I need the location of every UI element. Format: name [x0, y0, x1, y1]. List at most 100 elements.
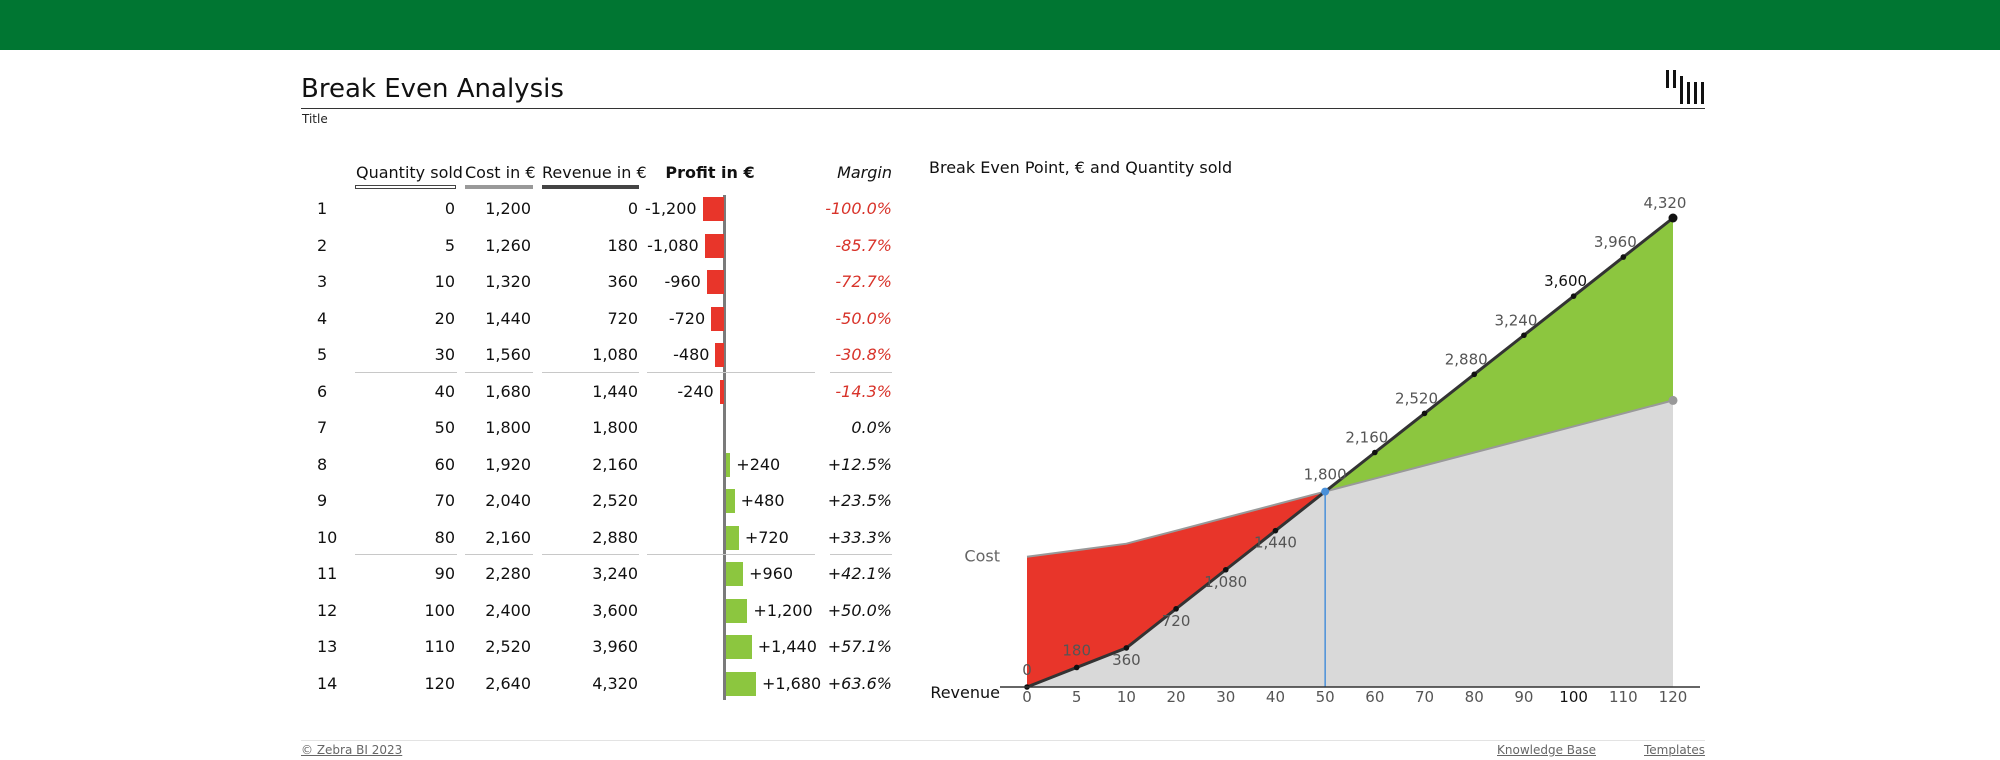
cell-cost: 2,280	[485, 564, 531, 583]
profit-zero-axis	[723, 195, 726, 700]
cell-revenue: 3,600	[592, 600, 638, 620]
cell-revenue: 180	[607, 235, 638, 255]
cost-line	[1026, 399, 1674, 558]
cell-profit-label: +1,680	[762, 673, 822, 693]
revenue-data-label: 3,960	[1594, 233, 1637, 251]
row-index: 14	[317, 673, 338, 693]
profit-bar	[715, 343, 724, 367]
cell-margin: +33.3%	[827, 527, 892, 547]
cell-quantity: 120	[424, 673, 455, 693]
x-tick-label: 0	[1022, 688, 1032, 706]
x-tick-label: 10	[1117, 688, 1136, 706]
cell-cost: 2,160	[485, 527, 531, 547]
break-even-chart: 0 180 360 720 1,080 1,440 1,800 2,160 2,520 2,880…	[930, 194, 1700, 706]
cell-quantity: 60	[434, 454, 455, 474]
cell-margin: +50.0%	[827, 600, 892, 620]
row-separator	[830, 372, 892, 373]
revenue-data-label: 360	[1112, 651, 1141, 669]
revenue-point	[1272, 527, 1279, 534]
revenue-data-label: 2,160	[1345, 429, 1388, 447]
x-tick-label: 70	[1415, 688, 1434, 706]
header-revenue-underline	[542, 185, 639, 189]
page-title: Break Even Analysis	[301, 74, 564, 104]
header-revenue: Revenue in €	[542, 163, 647, 182]
cell-revenue: 3,240	[592, 564, 638, 583]
page-subtitle: Title	[302, 112, 328, 126]
cell-quantity: 20	[434, 308, 455, 328]
break-even-table: Quantity sold Cost in € Revenue in € Pro…	[300, 155, 900, 715]
cell-revenue: 1,800	[592, 418, 638, 437]
revenue-data-label: 1,440	[1254, 534, 1297, 552]
profit-bar	[726, 489, 735, 513]
row-index: 3	[317, 272, 328, 291]
cell-cost: 2,040	[485, 491, 531, 510]
knowledge-base-link[interactable]: Knowledge Base	[1497, 743, 1596, 757]
cell-revenue: 3,960	[592, 637, 638, 656]
revenue-point	[1073, 664, 1080, 671]
revenue-data-label: 1,080	[1204, 573, 1247, 591]
cell-revenue: 1,440	[592, 381, 638, 401]
profit-bar	[706, 270, 724, 294]
cell-margin: 0.0%	[851, 418, 892, 437]
revenue-data-label: 720	[1162, 612, 1191, 630]
cell-quantity: 90	[434, 564, 455, 583]
row-separator	[542, 372, 639, 373]
row-index: 9	[317, 491, 328, 510]
cell-margin: +57.1%	[827, 637, 892, 656]
cell-cost: 1,560	[485, 345, 531, 364]
title-divider	[301, 108, 1705, 109]
revenue-point	[1123, 645, 1130, 651]
cell-cost: 1,440	[485, 308, 531, 328]
revenue-data-label: 2,520	[1395, 389, 1438, 407]
revenue-point	[1668, 213, 1678, 223]
zebra-logo-icon	[1666, 70, 1704, 104]
cost-series-label: Cost	[964, 547, 1000, 566]
cell-profit-label: +960	[749, 564, 794, 583]
row-index: 8	[317, 454, 328, 474]
cell-revenue: 0	[627, 199, 638, 218]
row-index: 10	[317, 527, 338, 547]
cell-revenue: 2,880	[592, 527, 638, 547]
x-tick-label: 80	[1465, 688, 1484, 706]
profit-bar	[726, 562, 744, 586]
copyright-link[interactable]: © Zebra BI 2023	[301, 743, 403, 757]
cell-cost: 2,400	[485, 600, 531, 620]
cell-profit-label: +480	[740, 491, 785, 510]
row-index: 12	[317, 600, 338, 620]
revenue-data-label: 1,800	[1304, 466, 1347, 484]
row-index: 1	[317, 199, 328, 218]
profit-bar	[704, 233, 724, 258]
revenue-point	[1222, 566, 1229, 573]
cell-margin: -30.8%	[835, 345, 892, 364]
templates-link[interactable]: Templates	[1644, 743, 1706, 757]
x-tick-label: 40	[1266, 688, 1285, 706]
cell-cost: 1,680	[485, 381, 531, 401]
header-margin: Margin	[837, 163, 892, 182]
break-even-point	[1321, 487, 1330, 496]
row-separator	[542, 554, 639, 555]
profit-bar	[702, 197, 724, 221]
x-tick-label: 30	[1216, 688, 1235, 706]
cell-quantity: 30	[434, 345, 455, 364]
cell-quantity: 5	[444, 235, 455, 255]
cell-quantity: 70	[434, 491, 455, 510]
header-cost: Cost in €	[465, 163, 536, 182]
cell-profit-label: -1,200	[644, 199, 697, 218]
x-tick-label: 100	[1559, 688, 1588, 706]
row-separator	[830, 554, 892, 555]
profit-bar	[719, 379, 724, 404]
header-bar	[0, 0, 2000, 50]
row-separator	[465, 372, 533, 373]
header-cost-underline	[465, 185, 533, 189]
cell-profit-label: -240	[677, 381, 714, 401]
row-separator	[355, 554, 457, 555]
cell-cost: 1,800	[485, 418, 531, 437]
revenue-point	[1421, 410, 1428, 417]
revenue-line	[1026, 216, 1674, 689]
row-index: 13	[317, 637, 338, 656]
cell-quantity: 0	[444, 199, 455, 218]
cell-margin: -72.7%	[835, 272, 892, 291]
cell-cost: 2,640	[485, 673, 531, 693]
cell-profit-label: -480	[673, 345, 710, 364]
x-tick-label: 90	[1514, 688, 1533, 706]
